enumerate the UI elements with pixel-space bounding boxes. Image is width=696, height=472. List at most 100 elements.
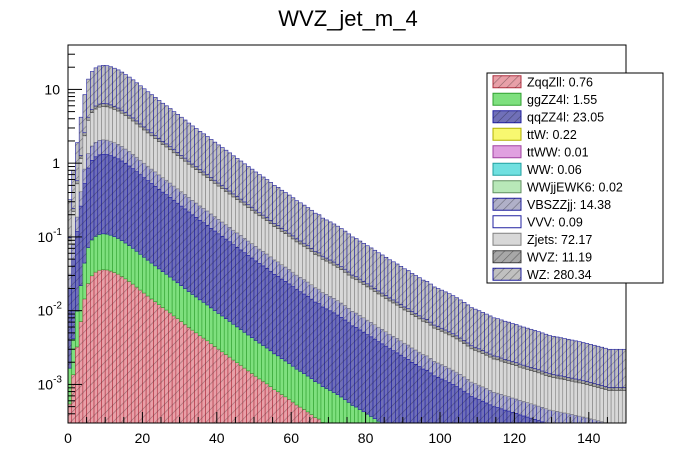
histogram-bin-zjets [584,384,590,419]
histogram-bin-hatch [365,245,370,284]
histogram-bin-zjets [361,284,366,319]
histogram-bin-hatch [440,364,444,380]
histogram-bin-hatch [287,233,292,237]
histogram-bin-hatch [246,241,251,256]
histogram-bin-zjets [261,217,266,252]
histogram-bin-zjets [257,215,262,250]
histogram-bin-hatch [235,247,240,327]
histogram-bin-hatch [302,279,307,295]
histogram-bin-zjets [469,348,474,383]
histogram-bin-hatch [183,120,188,159]
histogram-bin-hatch [570,378,574,382]
histogram-bin-hatch [120,110,124,114]
histogram-bin-hatch [216,233,221,314]
histogram-bin-hatch [518,400,522,415]
histogram-bin-ggzz4l [194,296,199,334]
histogram-bin-hatch [75,217,80,232]
histogram-bin-zjets [294,241,299,276]
histogram-bin-hatch [562,412,567,423]
histogram-bin-hatch [116,158,121,239]
histogram-bin-zjets [316,255,322,290]
histogram-bin-hatch [588,418,593,423]
histogram-bin-hatch [536,369,541,373]
histogram-bin-hatch [97,140,102,155]
histogram-bin-hatch [477,399,481,423]
histogram-bin-ggzz4l [235,326,240,363]
histogram-bin-hatch [544,408,548,423]
histogram-bin-hatch [306,207,310,246]
histogram-bin-zjets [68,240,73,275]
histogram-bin-hatch [205,210,210,226]
histogram-bin-ggzz4l [242,331,247,369]
histogram-bin-hatch [559,375,563,379]
histogram-bin-ggzz4l [119,240,125,277]
histogram-bin-hatch [280,394,284,423]
histogram-bin-hatch [577,341,582,380]
histogram-bin-hatch [551,374,556,378]
histogram-bin-hatch [127,151,132,166]
histogram-bin-zjets [406,311,411,346]
histogram-bin-hatch [447,293,452,332]
histogram-bin-hatch [142,177,147,258]
histogram-bin-hatch [209,213,214,229]
histogram-bin-hatch [213,180,217,184]
histogram-bin-hatch [339,266,344,270]
histogram-bin-ggzz4l [246,334,251,372]
histogram-bin-hatch [105,140,109,155]
histogram-bin-zjets [287,235,292,270]
histogram-bin-hatch [123,112,128,116]
histogram-bin-hatch [599,347,604,386]
histogram-bin-hatch [384,331,388,347]
histogram-bin-ggzz4l [90,239,95,277]
histogram-bin-hatch [179,155,184,159]
histogram-bin-hatch [157,138,161,142]
histogram-bin-hatch [518,364,522,368]
histogram-bin-hatch [187,123,191,162]
histogram-bin-ggzz4l [68,367,73,405]
histogram-bin-hatch [291,272,295,287]
histogram-bin-hatch [190,330,195,423]
histogram-bin-zjets [383,298,389,333]
histogram-bin-hatch [268,256,273,272]
histogram-bin-zjets [82,135,87,170]
histogram-bin-hatch [432,375,437,423]
histogram-bin-hatch [347,233,351,272]
histogram-bin-hatch [473,347,478,351]
y-tick-label: 10-1 [38,227,63,245]
histogram-bin-hatch [428,358,433,373]
histogram-bin-hatch [421,354,426,369]
histogram-bin-hatch [332,262,336,266]
histogram-bin-hatch [506,411,511,423]
legend-swatch [492,162,522,176]
histogram-bin-hatch [339,317,344,397]
histogram-bin-hatch [614,387,619,391]
histogram-bin-hatch [332,223,336,263]
histogram-bin-hatch [94,67,98,106]
histogram-bin-hatch [120,276,124,423]
histogram-bin-hatch [276,391,281,423]
histogram-bin-hatch [592,383,597,387]
legend-box [486,72,664,284]
histogram-bin-hatch [440,290,444,329]
histogram-bin-ggzz4l [209,307,214,344]
histogram-bin-zjets [220,188,225,223]
histogram-bin-hatch [506,396,511,412]
histogram-bin-hatch [551,336,556,375]
histogram-bin-hatch [495,318,500,357]
histogram-bin-hatch [112,68,117,107]
histogram-bin-ggzz4l [75,310,80,348]
histogram-bin-hatch [131,117,135,121]
histogram-bin-hatch [425,319,429,323]
histogram-bin-hatch [373,250,377,289]
histogram-bin-hatch [138,290,143,423]
histogram-bin-ggzz4l [249,337,255,374]
histogram-bin-hatch [101,65,106,104]
histogram-bin-hatch [227,227,232,242]
histogram-bin-hatch [220,147,225,186]
histogram-bin-hatch [276,187,281,226]
histogram-bin-hatch [239,161,243,200]
histogram-bin-hatch [480,386,485,402]
histogram-bin-hatch [458,299,463,339]
histogram-bin-hatch [265,179,269,218]
